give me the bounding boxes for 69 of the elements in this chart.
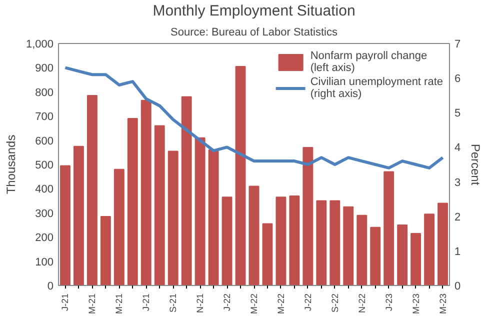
x-tick-label: J-23	[384, 293, 394, 312]
y-axis-title: Thousands	[4, 134, 18, 194]
x-tick-label: J-21	[141, 293, 152, 312]
bar	[114, 168, 124, 286]
y2-tick-label: 5	[454, 108, 461, 120]
y-tick-label: 1,000	[26, 38, 54, 50]
y-tick-label: 0	[47, 280, 54, 292]
y-tick-label: 400	[35, 184, 54, 196]
y2-tick-label: 6	[454, 73, 461, 86]
x-tick-label: M-22	[249, 293, 259, 314]
y-tick-label: 700	[35, 111, 54, 124]
y-tick-label: 800	[35, 86, 54, 99]
bar	[397, 224, 408, 286]
bar	[410, 232, 422, 286]
x-tick-label: N-21	[195, 293, 206, 314]
x-tick-label: M-23	[438, 293, 448, 314]
x-tick-label: S-21	[168, 293, 178, 313]
y2-tick-label: 2	[454, 211, 461, 224]
x-tick-label: J-21	[60, 293, 70, 312]
y2-tick-label: 1	[454, 246, 461, 258]
legend-label: Civilian unemployment rate (right axis)	[310, 75, 443, 101]
bar	[289, 195, 300, 286]
x-tick-label: M-22	[276, 293, 286, 314]
bar	[235, 66, 246, 286]
bar	[343, 206, 354, 286]
y2-tick-label: 7	[454, 38, 461, 50]
x-tick-label: S-22	[330, 293, 340, 313]
bar	[384, 171, 394, 286]
y2-axis-title: Percent	[468, 144, 483, 186]
bar	[60, 165, 70, 286]
x-tick-label: J-22	[222, 293, 232, 312]
y-tick-label: 500	[35, 160, 54, 172]
y-tick-label: 100	[35, 256, 54, 268]
x-tick-label: N-22	[356, 293, 367, 314]
bar	[222, 196, 232, 286]
bar	[208, 149, 219, 286]
x-tick-label: M-21	[87, 293, 98, 314]
x-tick-label: J-22	[302, 293, 313, 312]
x-tick-label: M-23	[410, 293, 421, 314]
y-tick-label: 900	[35, 62, 54, 75]
bar	[438, 202, 448, 286]
y2-tick-label: 0	[454, 280, 461, 292]
bar	[168, 150, 178, 286]
chart-subtitle: Source: Bureau of Labor Statistics	[170, 26, 338, 38]
bar	[316, 200, 327, 286]
bar	[100, 216, 111, 286]
bar	[140, 100, 152, 286]
bar	[74, 146, 84, 286]
bar	[302, 147, 314, 286]
bar	[330, 200, 340, 286]
chart-title: Monthly Employment Situation	[152, 2, 356, 20]
bar	[276, 196, 286, 286]
y-tick-label: 300	[35, 208, 54, 220]
y-tick-label: 600	[35, 135, 54, 148]
bar	[181, 96, 192, 286]
bar	[424, 214, 434, 286]
x-tick-label: M-21	[114, 293, 124, 314]
bar	[262, 223, 273, 286]
y-tick-label: 200	[35, 232, 54, 244]
y2-tick-label: 3	[454, 176, 461, 189]
bar	[356, 214, 368, 286]
bar	[86, 95, 98, 286]
legend-label: Nonfarm payroll change (left axis)	[310, 49, 428, 75]
bar	[370, 226, 381, 286]
bar	[248, 186, 260, 286]
bar	[127, 118, 138, 286]
y2-tick-label: 4	[454, 142, 461, 154]
bar	[194, 137, 206, 286]
bar	[154, 125, 165, 286]
